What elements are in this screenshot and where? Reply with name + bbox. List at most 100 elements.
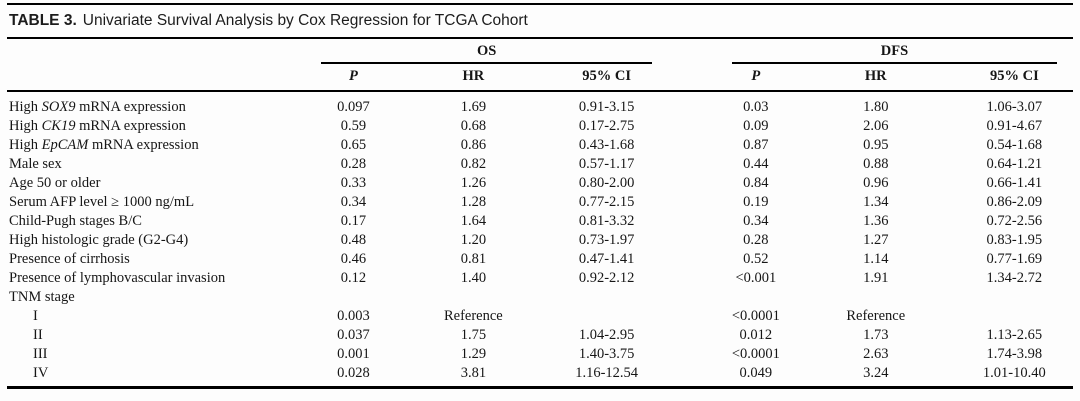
cell-dfs-ci: 0.77-1.69 — [986, 251, 1043, 267]
cell-gap — [668, 117, 716, 136]
cell-os-hr: 1.40 — [460, 270, 487, 286]
cell-gap — [668, 193, 716, 212]
cell-os-hr: 1.75 — [460, 327, 487, 343]
cell-dfs-hr: 1.27 — [863, 232, 889, 248]
cell-os-hr: 1.64 — [460, 213, 487, 229]
column-header-dfs-ci: 95% CI — [955, 64, 1073, 92]
row-label-pre: II — [33, 327, 43, 343]
cell-os-hr: 3.81 — [460, 365, 487, 381]
cell-os-hr: 0.68 — [460, 118, 487, 134]
cell-os-ci: 0.17-2.75 — [578, 118, 635, 134]
row-label-pre: Age 50 or older — [9, 175, 101, 191]
row-label: IV — [7, 364, 305, 383]
row-label-post: mRNA expression — [75, 118, 186, 134]
cell-gap — [668, 174, 716, 193]
caption-text: Univariate Survival Analysis by Cox Regr… — [82, 12, 528, 29]
cell-dfs-hr: 1.14 — [863, 251, 889, 267]
cell-os-p: 0.001 — [337, 346, 370, 362]
table-row: I 0.003 Reference <0.0001 Reference — [7, 307, 1073, 326]
row-label-pre: IV — [33, 365, 49, 381]
cell-dfs-ci: 1.01-10.40 — [982, 365, 1046, 381]
table-row: Presence of lymphovascular invasion 0.12… — [7, 269, 1073, 288]
row-label: High CK19 mRNA expression — [7, 117, 305, 136]
cell-os-p: 0.17 — [340, 213, 367, 229]
cell-dfs-ci: 1.34-2.72 — [986, 270, 1043, 286]
cell-dfs-p: 0.049 — [739, 365, 773, 381]
cell-os-p: 0.65 — [340, 137, 367, 153]
cell-dfs-p: <0.001 — [735, 270, 777, 286]
table-row: Male sex 0.28 0.82 0.57-1.17 0.44 0.88 0… — [7, 155, 1073, 174]
cell-dfs-hr — [796, 288, 956, 307]
cell-dfs-hr: 1.73 — [863, 327, 889, 343]
cell-os-p: 0.48 — [340, 232, 367, 248]
table-row: High histologic grade (G2-G4) 0.48 1.20 … — [7, 231, 1073, 250]
table-row: III 0.001 1.29 1.40-3.75 <0.0001 2.63 1.… — [7, 345, 1073, 364]
group-header-row: OS DFS — [7, 39, 1073, 64]
cell-os-ci: 0.80-2.00 — [578, 175, 635, 191]
cell-dfs-p — [716, 288, 796, 307]
cell-os-ci: 1.16-12.54 — [575, 365, 639, 381]
cell-dfs-ci — [956, 288, 1073, 307]
table-row: Serum AFP level ≥ 1000 ng/mL 0.34 1.28 0… — [7, 193, 1073, 212]
row-label-italic: EpCAM — [41, 137, 89, 153]
cell-os-p — [305, 288, 401, 307]
cell-os-p: 0.12 — [340, 270, 367, 286]
table-body: High SOX9 mRNA expression 0.097 1.69 0.9… — [7, 91, 1073, 383]
row-label-italic: CK19 — [41, 118, 76, 134]
cell-os-p: 0.003 — [337, 308, 370, 324]
row-label: High SOX9 mRNA expression — [7, 91, 305, 117]
cell-os-hr: 0.86 — [460, 137, 487, 153]
cell-dfs-hr: 3.24 — [863, 365, 889, 381]
cell-dfs-ci: 0.54-1.68 — [986, 137, 1043, 153]
row-label-pre: Male sex — [9, 156, 62, 172]
cell-os-ci: 0.47-1.41 — [578, 251, 635, 267]
caption-rule — [7, 37, 1073, 39]
cell-dfs-ci: 1.74-3.98 — [986, 346, 1043, 362]
cell-gap — [668, 288, 716, 307]
row-label-pre: High histologic grade (G2-G4) — [9, 232, 189, 248]
cell-dfs-ci: 0.91-4.67 — [986, 118, 1043, 134]
cell-dfs-hr: 2.06 — [863, 118, 889, 134]
row-label-pre: High — [9, 99, 42, 115]
cell-gap — [668, 91, 716, 117]
cell-os-p: 0.33 — [340, 175, 367, 191]
cell-gap — [668, 269, 716, 288]
table-row: High EpCAM mRNA expression 0.65 0.86 0.4… — [7, 136, 1073, 155]
cell-dfs-hr: 0.96 — [863, 175, 889, 191]
cell-dfs-ci: 0.66-1.41 — [986, 175, 1043, 191]
cell-os-hr: Reference — [443, 308, 503, 324]
cell-gap — [668, 136, 716, 155]
cell-dfs-p: 0.87 — [743, 137, 769, 153]
row-label-pre: I — [33, 308, 38, 324]
cell-dfs-p: 0.52 — [743, 251, 769, 267]
cell-dfs-p: 0.34 — [743, 213, 769, 229]
cell-dfs-hr: 2.63 — [863, 346, 889, 362]
cell-dfs-hr: 1.80 — [863, 99, 889, 115]
cell-os-p: 0.28 — [340, 156, 367, 172]
cell-os-ci: 0.43-1.68 — [578, 137, 635, 153]
cell-os-hr: 1.69 — [460, 99, 487, 115]
cell-dfs-p: <0.0001 — [731, 346, 780, 362]
cell-gap — [668, 307, 716, 326]
cell-dfs-p: 0.28 — [743, 232, 769, 248]
cell-os-ci — [545, 288, 668, 307]
row-label: Presence of cirrhosis — [7, 250, 305, 269]
row-label: Presence of lymphovascular invasion — [7, 269, 305, 288]
cell-os-ci: 1.40-3.75 — [578, 346, 635, 362]
row-label-pre: TNM stage — [9, 289, 75, 305]
cell-dfs-hr: 1.34 — [863, 194, 889, 210]
row-label-post: mRNA expression — [88, 137, 199, 153]
label-column-spacer — [7, 39, 305, 64]
cell-dfs-hr: 1.91 — [863, 270, 889, 286]
cell-dfs-p: <0.0001 — [731, 308, 780, 324]
row-label: Male sex — [7, 155, 305, 174]
row-label: TNM stage — [7, 288, 305, 307]
cell-os-hr: 0.82 — [460, 156, 487, 172]
cell-gap — [668, 212, 716, 231]
cell-os-ci: 0.77-2.15 — [578, 194, 635, 210]
row-label-pre: Serum AFP level ≥ 1000 ng/mL — [9, 194, 195, 210]
table-row: II 0.037 1.75 1.04-2.95 0.012 1.73 1.13-… — [7, 326, 1073, 345]
group-header-os: OS — [305, 39, 667, 64]
column-header-os-ci: 95% CI — [545, 64, 668, 92]
cell-dfs-hr: Reference — [846, 308, 906, 324]
